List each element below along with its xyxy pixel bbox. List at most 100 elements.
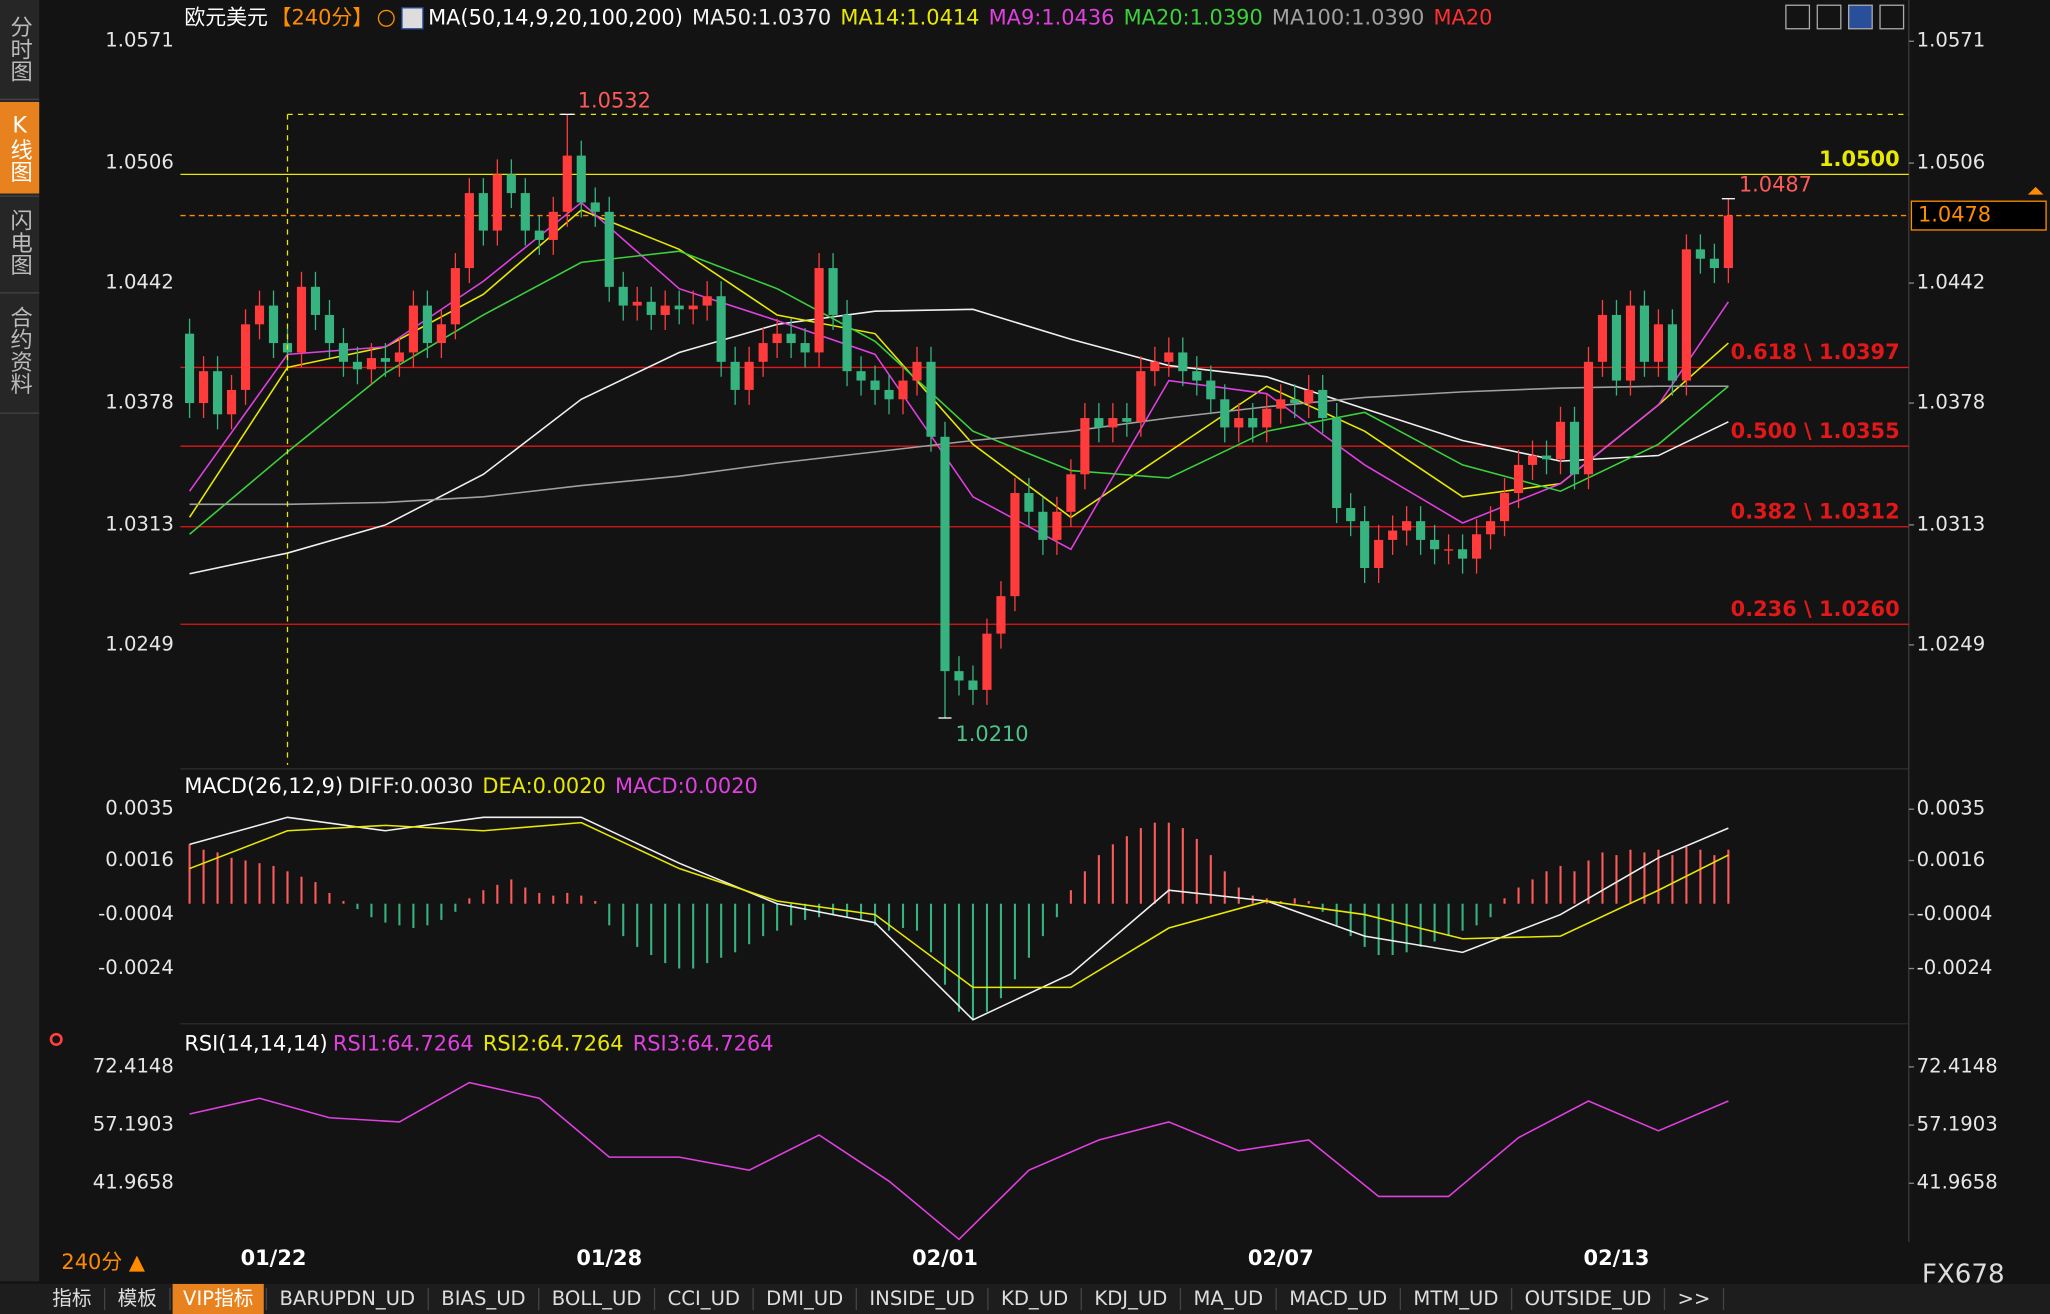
tab[interactable]: KD_UD <box>1001 1287 1068 1310</box>
macd-bar <box>1504 898 1506 903</box>
candle-body <box>1542 456 1551 460</box>
candle-body <box>1010 493 1019 596</box>
y-tick-label-right: 72.4148 <box>1917 1054 1998 1077</box>
macd-bar <box>286 871 288 903</box>
tab[interactable]: OUTSIDE_UD <box>1525 1287 1652 1310</box>
tab[interactable]: MTM_UD <box>1413 1287 1498 1310</box>
sidebar-tab[interactable]: 分时图 <box>7 15 33 82</box>
candle-body <box>1528 456 1537 465</box>
candle-body <box>437 324 446 343</box>
tab[interactable]: 模板 <box>118 1287 157 1310</box>
candle-body <box>661 306 670 315</box>
candle-body <box>1430 540 1439 549</box>
candle-body <box>1122 418 1131 422</box>
y-tick-label: 1.0249 <box>105 632 174 655</box>
candle-body <box>1458 549 1467 558</box>
tab[interactable]: 指标 <box>52 1287 91 1310</box>
candle-body <box>1150 362 1159 371</box>
candle-body <box>1136 371 1145 422</box>
candle-body <box>339 343 348 362</box>
macd-bar <box>496 885 498 904</box>
candle-body <box>870 381 879 390</box>
candle-body <box>1570 422 1579 474</box>
candle-body <box>479 193 488 230</box>
macd-bar <box>664 904 666 963</box>
candle-body <box>1402 521 1411 530</box>
candle-body <box>982 634 991 690</box>
macd-bar <box>1238 888 1240 904</box>
sidebar-tab[interactable]: K线图 <box>7 112 33 183</box>
period-selector[interactable]: 240分 ▲ <box>61 1250 145 1274</box>
candle-body <box>1346 508 1355 521</box>
candle-body <box>605 212 614 287</box>
x-tick-label: 01/22 <box>241 1246 307 1270</box>
candle-body <box>423 306 432 343</box>
y-tick-label-right: 57.1903 <box>1917 1113 1998 1136</box>
macd-bar <box>1154 823 1156 904</box>
candle-body <box>1682 249 1691 380</box>
macd-bar <box>1322 904 1324 912</box>
macd-bar <box>1671 855 1673 904</box>
candle-body <box>521 193 530 230</box>
macd-bar <box>636 904 638 947</box>
macd-bar <box>776 904 778 931</box>
macd-bar <box>524 888 526 904</box>
tab[interactable]: CCI_UD <box>668 1287 740 1310</box>
tab[interactable]: MA_UD <box>1193 1287 1263 1310</box>
macd-bar <box>244 861 246 904</box>
tab[interactable]: DMI_UD <box>766 1287 843 1310</box>
candle-body <box>996 596 1005 633</box>
tab[interactable]: VIP指标 <box>183 1287 253 1310</box>
candle-body <box>535 231 544 240</box>
tab[interactable]: BIAS_UD <box>441 1287 525 1310</box>
macd-bar <box>370 904 372 918</box>
macd-bar <box>356 904 358 909</box>
tab[interactable]: BARUPDN_UD <box>279 1287 415 1310</box>
candle-body <box>1654 324 1663 361</box>
macd-bar <box>272 866 274 904</box>
macd-bar <box>1490 904 1492 918</box>
extreme-label: 1.0532 <box>578 88 651 112</box>
macd-bar <box>1420 904 1422 947</box>
sidebar-tab[interactable]: 闪电图 <box>7 209 33 276</box>
tab[interactable]: KDJ_UD <box>1094 1287 1167 1310</box>
candle-body <box>856 371 865 380</box>
candle-body <box>1598 315 1607 362</box>
candle-body <box>1164 352 1173 361</box>
macd-bar <box>1224 871 1226 903</box>
macd-bar <box>916 904 918 931</box>
candle-body <box>1500 493 1509 521</box>
candle-body <box>1192 371 1201 380</box>
macd-bar <box>538 893 540 904</box>
y-tick-label-right: -0.0004 <box>1917 902 1993 925</box>
candle-body <box>199 371 208 403</box>
tab[interactable]: >> <box>1678 1287 1711 1310</box>
macd-bar <box>734 904 736 953</box>
tab[interactable]: INSIDE_UD <box>869 1287 974 1310</box>
macd-bar <box>972 904 974 1020</box>
candle-body <box>1668 324 1677 380</box>
chart-icon[interactable] <box>402 8 423 29</box>
y-tick-label: 1.0442 <box>105 271 174 294</box>
candle-body <box>1206 381 1215 400</box>
macd-bar <box>1573 871 1575 903</box>
candle-body <box>493 174 502 230</box>
candle-body <box>451 268 460 324</box>
candle-body <box>311 287 320 315</box>
candle-body <box>675 306 684 310</box>
tab[interactable]: MACD_UD <box>1289 1287 1387 1310</box>
macd-bar <box>1727 850 1729 904</box>
icon[interactable] <box>1849 5 1873 29</box>
candle-body <box>1052 512 1061 540</box>
candle-body <box>815 268 824 352</box>
candle-body <box>1444 549 1453 550</box>
macd-bar <box>944 904 946 985</box>
macd-bar <box>804 904 806 920</box>
candle-body <box>731 362 740 390</box>
tab[interactable]: BOLL_UD <box>552 1287 642 1310</box>
sidebar-tab[interactable]: 合约资料 <box>7 305 33 395</box>
candle-body <box>787 334 796 343</box>
brand: FX678 <box>1922 1259 2005 1289</box>
